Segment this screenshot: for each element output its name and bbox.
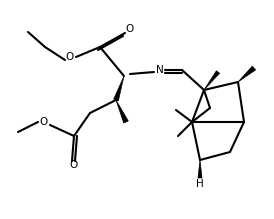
Text: H: H: [196, 179, 204, 189]
Text: O: O: [66, 52, 74, 62]
Polygon shape: [198, 160, 202, 178]
Text: O: O: [40, 117, 48, 127]
Polygon shape: [116, 100, 128, 123]
Polygon shape: [238, 66, 256, 82]
Text: N: N: [156, 65, 164, 75]
Text: O: O: [70, 160, 78, 170]
Polygon shape: [204, 71, 219, 90]
Text: O: O: [125, 24, 133, 34]
Polygon shape: [114, 76, 124, 101]
